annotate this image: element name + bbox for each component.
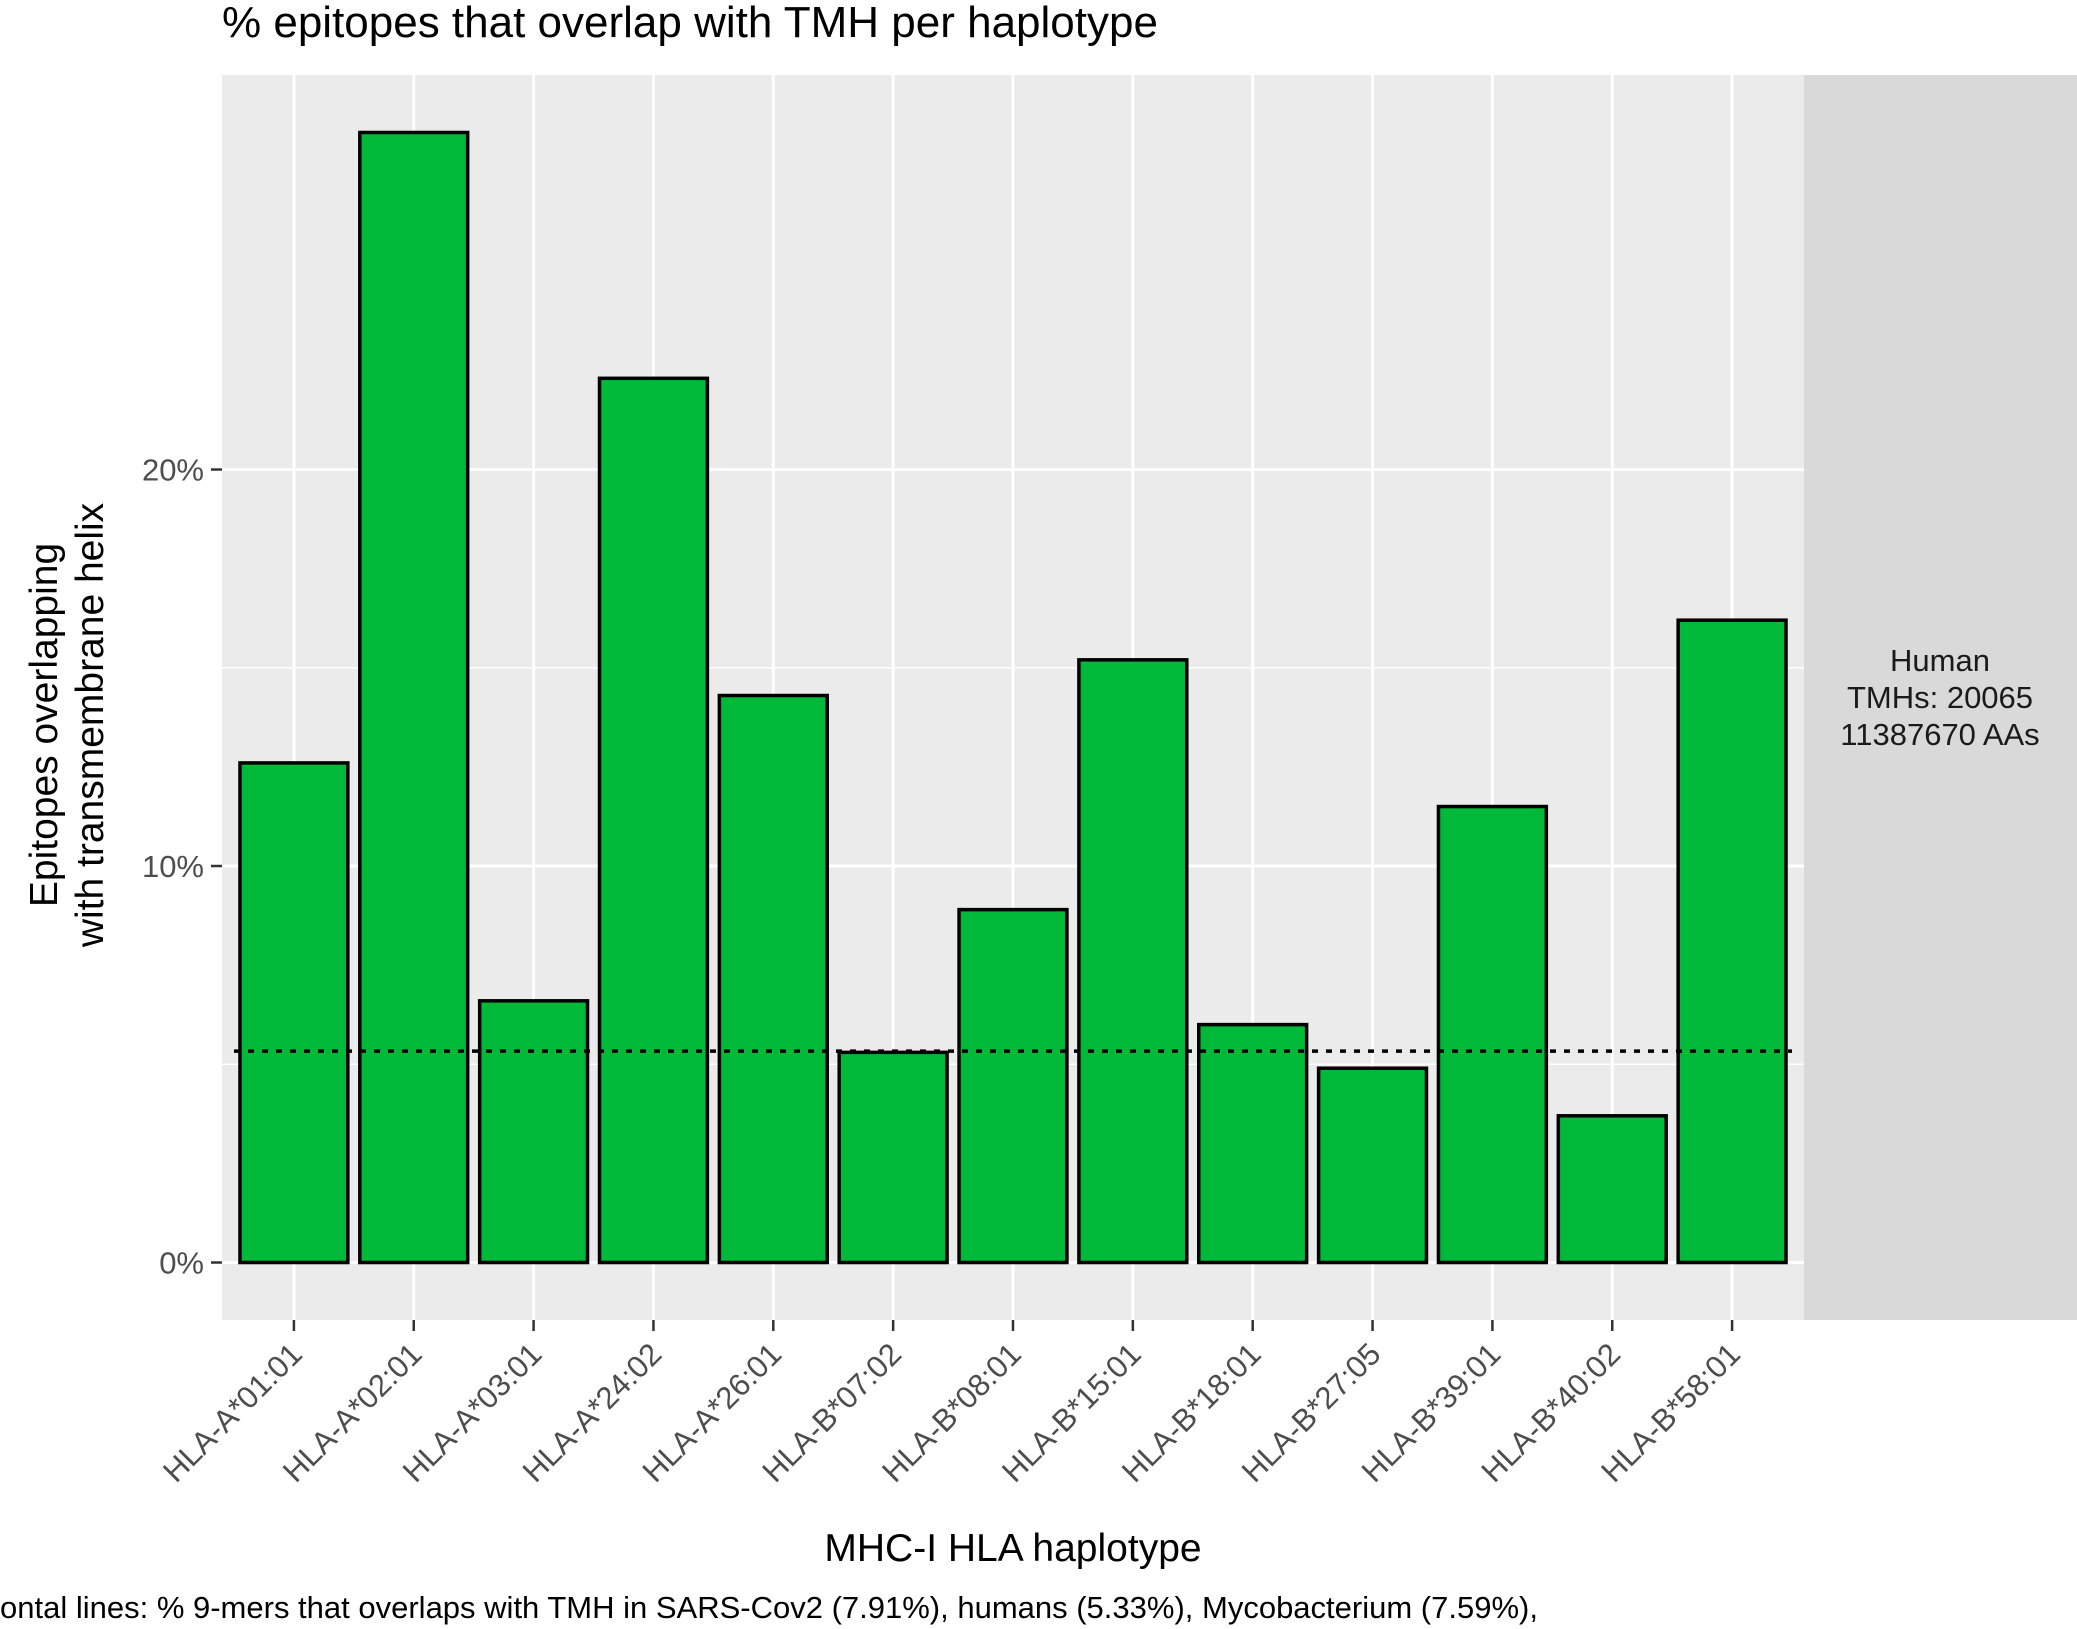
bar: [957, 907, 1069, 1265]
x-axis-title: MHC-I HLA haplotype: [824, 1527, 1201, 1570]
bar: [1556, 1114, 1668, 1265]
y-axis: 0% 10% 20%: [142, 453, 222, 1281]
y-tick-label: 10%: [142, 849, 204, 884]
y-axis-title-line-2: with transmembrane helix: [69, 502, 112, 948]
chart-title: % epitopes that overlap with TMH per hap…: [222, 0, 1158, 47]
bar: [717, 693, 829, 1265]
bar: [597, 376, 710, 1265]
y-tick-label: 20%: [142, 453, 204, 488]
facet-strip-line-2: TMHs: 20065: [1847, 680, 2033, 715]
facet-strip-line-3: 11387670 AAs: [1840, 717, 2039, 752]
bars: [238, 130, 1788, 1265]
y-tick-label: 0%: [159, 1246, 204, 1281]
y-axis-title-line-1: Epitopes overlapping: [23, 543, 66, 907]
facet-strip: [1804, 75, 2077, 1320]
bar: [1676, 618, 1788, 1265]
bar: [1436, 804, 1549, 1265]
x-axis: HLA-A*01:01HLA-A*02:01HLA-A*03:01HLA-A*2…: [156, 1320, 1747, 1489]
bar: [358, 130, 470, 1265]
facet-strip-line-1: Human: [1890, 643, 1990, 678]
bar: [477, 999, 590, 1265]
bar: [1316, 1066, 1429, 1265]
bar: [238, 761, 350, 1265]
bar: [837, 1050, 949, 1265]
bar: [1077, 658, 1189, 1265]
chart-caption: ontal lines: % 9-mers that overlaps with…: [0, 1590, 1538, 1625]
bar: [1197, 1022, 1309, 1265]
